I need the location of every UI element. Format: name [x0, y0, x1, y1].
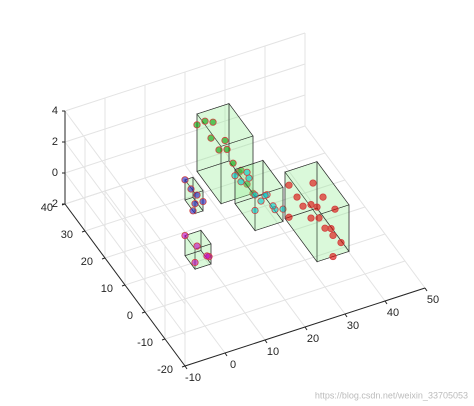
- point: [337, 239, 345, 247]
- cluster: [231, 159, 287, 232]
- y-tick-label: -10: [137, 337, 153, 349]
- z-tick-label: 0: [52, 167, 58, 179]
- tick-mark: [184, 365, 188, 370]
- point: [223, 145, 231, 153]
- tick-mark: [181, 365, 186, 368]
- point: [329, 252, 337, 261]
- point: [199, 198, 207, 206]
- tick-mark: [424, 287, 428, 292]
- point: [203, 252, 211, 260]
- point: [181, 176, 189, 184]
- point: [191, 200, 199, 208]
- x-tick-label: 40: [387, 307, 399, 319]
- grid-line: [64, 32, 306, 112]
- x-tick-label: 50: [427, 294, 439, 306]
- tick-mark: [264, 339, 268, 344]
- point: [189, 207, 197, 215]
- point: [193, 121, 201, 129]
- x-tick-label: 30: [347, 320, 359, 332]
- point: [307, 201, 315, 209]
- point: [315, 214, 323, 222]
- tick-mark: [384, 300, 388, 305]
- y-tick-label: 20: [81, 256, 93, 268]
- y-tick-label: 10: [101, 283, 113, 295]
- point: [215, 146, 223, 154]
- tick-mark: [161, 338, 166, 341]
- point: [231, 172, 239, 180]
- point: [279, 205, 287, 213]
- cluster: [193, 102, 257, 205]
- grid-line: [64, 141, 186, 305]
- point: [181, 231, 189, 240]
- point: [251, 206, 259, 215]
- x-tick-label: 20: [307, 333, 319, 345]
- tick-mark: [81, 230, 86, 233]
- point: [229, 159, 237, 167]
- tick-mark: [344, 313, 348, 318]
- point: [251, 191, 259, 199]
- grid-line: [144, 233, 386, 313]
- point: [327, 224, 335, 233]
- point: [329, 231, 337, 239]
- x-tick-label: 10: [267, 346, 279, 358]
- point: [201, 117, 209, 125]
- point: [331, 205, 339, 213]
- grid-line: [84, 152, 326, 232]
- point: [293, 193, 301, 201]
- y-tick-label: 30: [61, 229, 73, 241]
- point: [207, 134, 215, 142]
- y-tick-label: -20: [157, 364, 173, 376]
- point: [299, 202, 307, 210]
- point: [193, 191, 201, 199]
- tick-mark: [224, 352, 228, 357]
- grid-line: [64, 172, 186, 336]
- grid-line: [64, 94, 306, 174]
- tick-mark: [101, 257, 106, 260]
- point: [269, 202, 277, 210]
- tick-mark: [121, 284, 126, 287]
- point: [309, 179, 317, 187]
- point: [193, 242, 201, 250]
- point: [307, 214, 315, 222]
- cluster: [284, 160, 350, 263]
- point: [285, 213, 293, 221]
- point: [209, 118, 217, 126]
- grid-line: [64, 63, 306, 143]
- point: [257, 197, 265, 205]
- point: [191, 258, 199, 267]
- y-tick-label: 40: [41, 202, 53, 214]
- point: [313, 203, 321, 211]
- point: [243, 168, 251, 176]
- grid-line: [124, 206, 366, 286]
- point: [319, 193, 327, 201]
- grid-line: [64, 125, 306, 205]
- point: [285, 181, 293, 189]
- point: [187, 185, 195, 193]
- grid-line: [64, 110, 186, 274]
- x-tick-label: -10: [185, 372, 201, 384]
- grid-line: [104, 179, 346, 259]
- tick-mark: [141, 311, 146, 314]
- cluster: [181, 229, 213, 271]
- z-tick-label: 2: [52, 136, 58, 148]
- point: [321, 224, 329, 232]
- grid-line: [164, 260, 406, 340]
- cluster-box-face: [184, 250, 212, 270]
- point: [261, 192, 269, 200]
- point: [221, 136, 229, 145]
- x-tick-label: 0: [230, 359, 236, 371]
- cluster-box-face: [196, 160, 254, 205]
- y-tick-label: 0: [127, 310, 133, 322]
- watermark: https://blog.csdn.net/weixin_33705053: [315, 390, 468, 400]
- z-tick-label: 4: [52, 105, 58, 117]
- cluster: [181, 176, 207, 215]
- point: [237, 178, 245, 186]
- z-tick-label: -2: [48, 198, 58, 210]
- tick-mark: [304, 326, 308, 331]
